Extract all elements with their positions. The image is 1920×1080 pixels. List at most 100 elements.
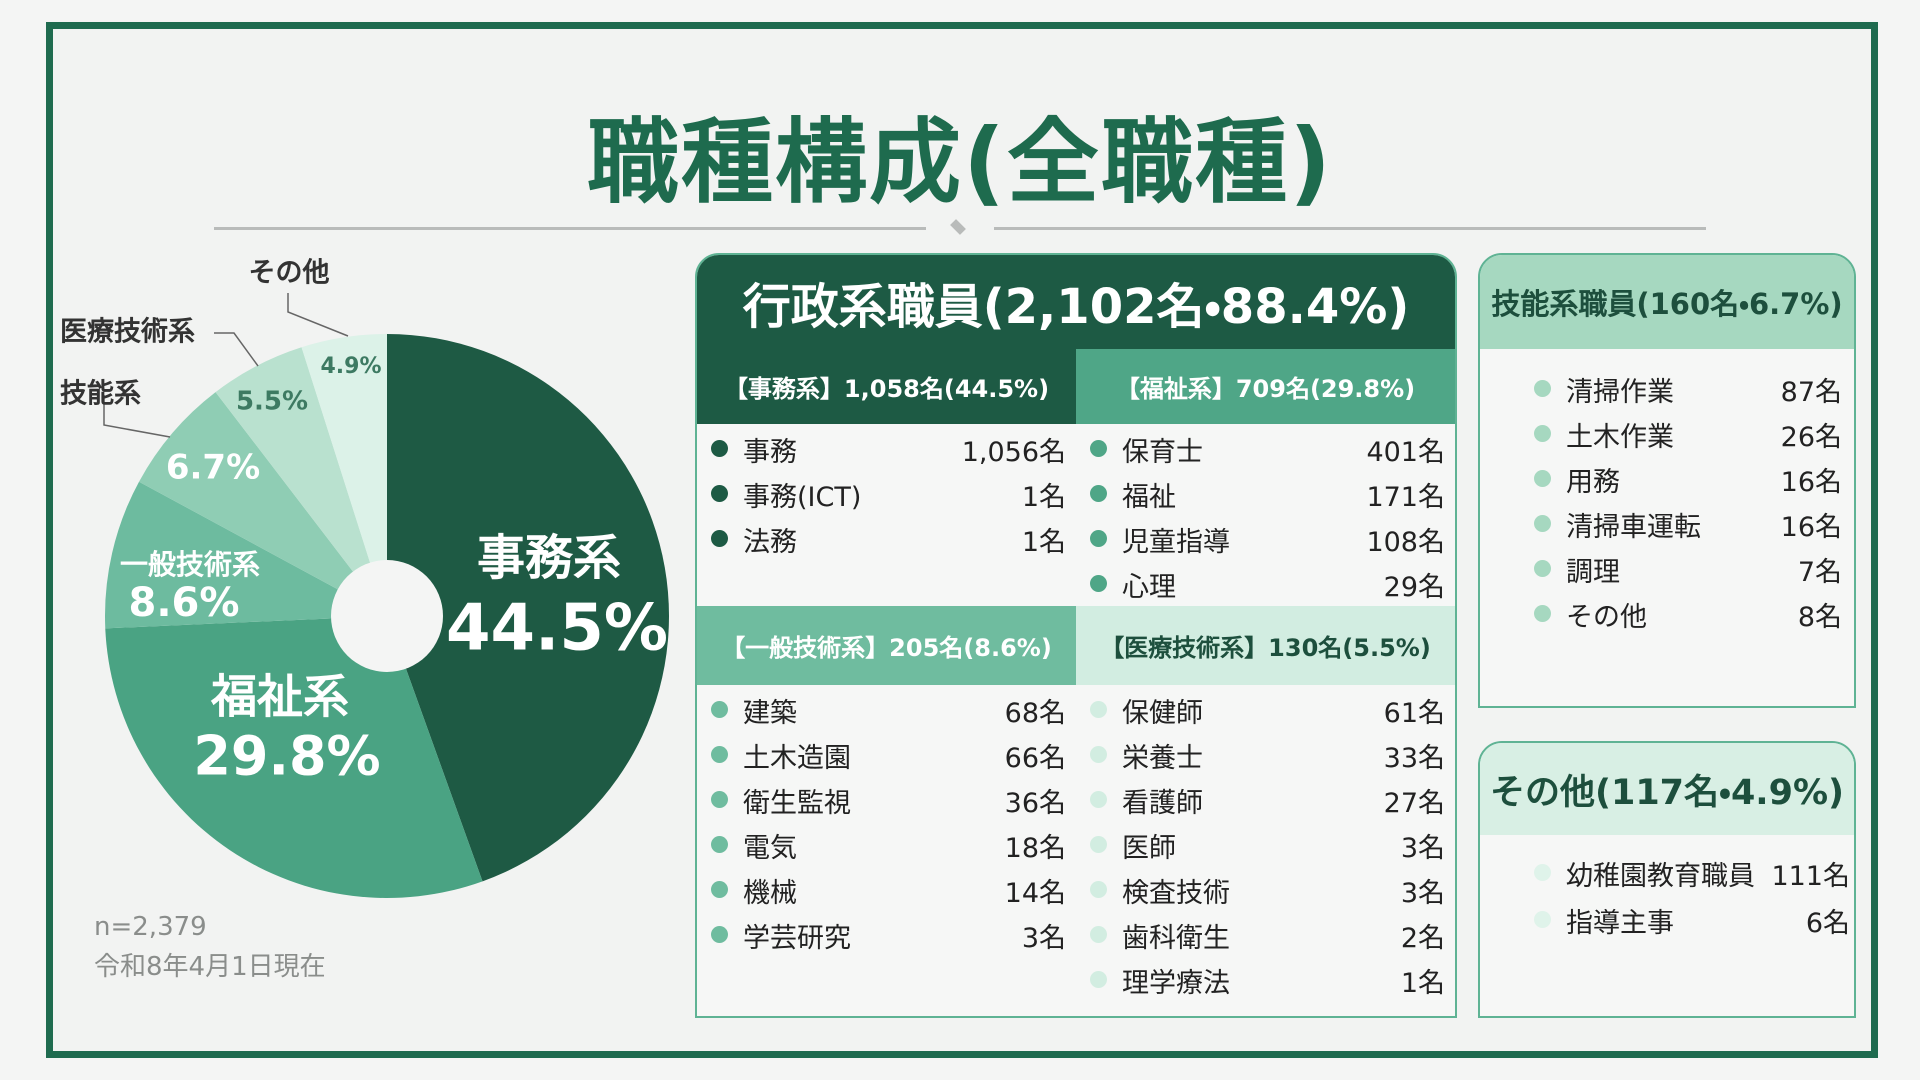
pie-slice xyxy=(215,347,387,616)
panel-title: 行政系職員(2,102名・88.4%) xyxy=(697,255,1455,349)
panel-title: 技能系職員(160名・6.7%) xyxy=(1480,255,1854,349)
item-count: 36名 xyxy=(1004,787,1066,819)
slice-value: 44.5% xyxy=(446,592,668,666)
list-row: 幼稚園教育職員 111名 xyxy=(1520,853,1860,893)
slice-label: その他 xyxy=(249,258,330,289)
sample-size: n=2,379 xyxy=(94,912,207,942)
bullet xyxy=(711,530,728,547)
group: 【医療技術系】130名(5.5%) xyxy=(1076,606,1455,685)
bullet xyxy=(1090,575,1107,592)
group: 【事務系】1,058名(44.5%) xyxy=(697,349,1076,424)
item-count: 26名 xyxy=(1780,421,1842,453)
item-name: 土木作業 xyxy=(1566,421,1674,453)
item-name: 保育士 xyxy=(1122,436,1203,468)
bullet xyxy=(711,485,728,502)
item-name: 検査技術 xyxy=(1122,877,1230,909)
list-row: 検査技術 3名 xyxy=(1076,870,1455,910)
item-count: 8名 xyxy=(1797,601,1842,633)
item-name: 法務 xyxy=(743,526,797,558)
group-header: 【福祉系】709名(29.8%) xyxy=(1076,349,1455,424)
item-count: 6名 xyxy=(1805,907,1850,939)
list-row: 機械 14名 xyxy=(697,870,1076,910)
item-count: 1名 xyxy=(1021,481,1066,513)
bullet xyxy=(711,836,728,853)
item-count: 171名 xyxy=(1366,481,1445,513)
item-count: 111名 xyxy=(1771,860,1850,892)
bullet xyxy=(1534,605,1551,622)
item-name: 建築 xyxy=(743,697,797,729)
bullet xyxy=(1534,470,1551,487)
item-name: 幼稚園教育職員 xyxy=(1566,860,1755,892)
item-name: 医師 xyxy=(1122,832,1176,864)
item-name: 理学療法 xyxy=(1122,967,1230,999)
group-header: 【一般技術系】205名(8.6%) xyxy=(697,606,1076,685)
item-name: 清掃車運転 xyxy=(1566,511,1701,543)
list-row: 心理 29名 xyxy=(1076,564,1455,604)
list-row: 用務 16名 xyxy=(1520,459,1852,499)
list-row: 清掃作業 87名 xyxy=(1520,369,1852,409)
list-row: 保健師 61名 xyxy=(1076,690,1455,730)
leader-line xyxy=(103,395,171,438)
bullet xyxy=(1090,485,1107,502)
item-name: 歯科衛生 xyxy=(1122,922,1230,954)
list-row: 土木造園 66名 xyxy=(697,735,1076,775)
item-count: 3名 xyxy=(1400,877,1445,909)
item-count: 7名 xyxy=(1797,556,1842,588)
bullet xyxy=(1090,881,1107,898)
list-row: 児童指導 108名 xyxy=(1076,519,1455,559)
item-name: 事務 xyxy=(743,436,797,468)
slice-value: 6.7% xyxy=(166,448,260,488)
slice-label: 事務系 xyxy=(477,530,621,586)
slice-label: 技能系 xyxy=(60,379,141,410)
skill-panel: 技能系職員(160名・6.7%) 清掃作業 87名 土木作業 26名 用務 16名 清掃車運… xyxy=(1478,253,1856,708)
pie-slice xyxy=(105,616,483,898)
group-header: 【事務系】1,058名(44.5%) xyxy=(697,349,1076,424)
divider xyxy=(994,227,1706,230)
item-count: 14名 xyxy=(1004,877,1066,909)
item-count: 16名 xyxy=(1780,466,1842,498)
list-row: 事務 1,056名 xyxy=(697,429,1076,469)
bullet xyxy=(711,791,728,808)
item-count: 108名 xyxy=(1366,526,1445,558)
item-count: 29名 xyxy=(1383,571,1445,603)
item-name: 福祉 xyxy=(1122,481,1176,513)
bullet xyxy=(711,746,728,763)
item-name: 保健師 xyxy=(1122,697,1203,729)
bullet xyxy=(1534,560,1551,577)
list-row: 事務(ICT) 1名 xyxy=(697,474,1076,514)
pie-slice xyxy=(139,392,387,616)
slice-value: 8.6% xyxy=(129,580,240,626)
list-row: 歯科衛生 2名 xyxy=(1076,915,1455,955)
bullet xyxy=(711,926,728,943)
page-title: 職種構成(全職種) xyxy=(586,109,1334,216)
other-panel: その他(117名・4.9%) 幼稚園教育職員 111名 指導主事 6名 xyxy=(1478,741,1856,1018)
slice-value: 4.9% xyxy=(320,354,381,379)
bullet xyxy=(1090,836,1107,853)
group: 【福祉系】709名(29.8%) xyxy=(1076,349,1455,424)
list-row: 土木作業 26名 xyxy=(1520,414,1852,454)
list-row: 看護師 27名 xyxy=(1076,780,1455,820)
group: 【一般技術系】205名(8.6%) xyxy=(697,606,1076,685)
divider xyxy=(214,227,926,230)
item-name: 衛生監視 xyxy=(743,787,851,819)
bullet xyxy=(711,701,728,718)
pie-slice xyxy=(105,481,388,629)
list-row: 栄養士 33名 xyxy=(1076,735,1455,775)
item-count: 87名 xyxy=(1780,376,1842,408)
list-row: 理学療法 1名 xyxy=(1076,960,1455,1000)
item-count: 1名 xyxy=(1021,526,1066,558)
item-name: 電気 xyxy=(743,832,797,864)
item-name: 調理 xyxy=(1566,556,1620,588)
item-name: その他 xyxy=(1566,601,1647,633)
panel-title: その他(117名・4.9%) xyxy=(1480,743,1854,835)
item-count: 16名 xyxy=(1780,511,1842,543)
item-name: 用務 xyxy=(1566,466,1620,498)
list-row: 法務 1名 xyxy=(697,519,1076,559)
list-row: 指導主事 6名 xyxy=(1520,900,1860,940)
item-name: 土木造園 xyxy=(743,742,851,774)
list-row: 電気 18名 xyxy=(697,825,1076,865)
pie-slice xyxy=(387,334,669,882)
item-name: 看護師 xyxy=(1122,787,1203,819)
bullet xyxy=(1534,911,1551,928)
